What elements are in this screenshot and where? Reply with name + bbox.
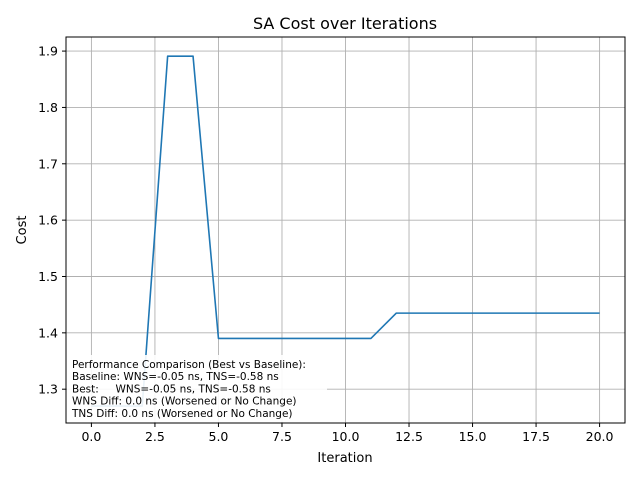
cost-series-line	[91, 55, 600, 407]
annotation-box: Performance Comparison (Best vs Baseline…	[67, 355, 327, 422]
y-tick-label: 1.4	[38, 325, 58, 340]
annotation-line: Baseline: WNS=-0.05 ns, TNS=-0.58 ns	[72, 371, 279, 383]
x-tick-label: 15.0	[459, 429, 487, 444]
chart-title: SA Cost over Iterations	[253, 14, 437, 33]
y-tick-label: 1.8	[38, 100, 58, 115]
x-tick-label: 10.0	[332, 429, 360, 444]
x-tick-label: 0.0	[81, 429, 101, 444]
annotation-background	[67, 355, 327, 422]
y-axis-label: Cost	[15, 216, 30, 245]
x-tick-label: 20.0	[586, 429, 614, 444]
y-tick-label: 1.6	[38, 213, 58, 228]
series-layer	[91, 55, 600, 407]
annotation-line: Performance Comparison (Best vs Baseline…	[72, 359, 306, 371]
x-tick-label: 17.5	[522, 429, 550, 444]
x-tick-label: 2.5	[145, 429, 165, 444]
x-tick-label: 12.5	[395, 429, 423, 444]
x-tick-label: 5.0	[209, 429, 229, 444]
y-tick-label: 1.9	[38, 44, 58, 59]
y-tick-label: 1.7	[38, 156, 58, 171]
grid-lines	[66, 37, 625, 423]
annotation-line: WNS Diff: 0.0 ns (Worsened or No Change)	[72, 396, 297, 408]
annotation-line: TNS Diff: 0.0 ns (Worsened or No Change)	[71, 408, 293, 420]
axis-ticks: 0.0 2.5 5.0 7.5 10.0 12.5 15.0 17.5 20.0 1.3 1.4 1.…	[38, 44, 613, 444]
annotation-line: Best: WNS=-0.05 ns, TNS=-0.58 ns	[72, 383, 271, 395]
y-tick-label: 1.3	[38, 382, 58, 397]
x-axis-label: Iteration	[317, 451, 372, 466]
x-tick-label: 7.5	[272, 429, 292, 444]
y-tick-label: 1.5	[38, 269, 58, 284]
